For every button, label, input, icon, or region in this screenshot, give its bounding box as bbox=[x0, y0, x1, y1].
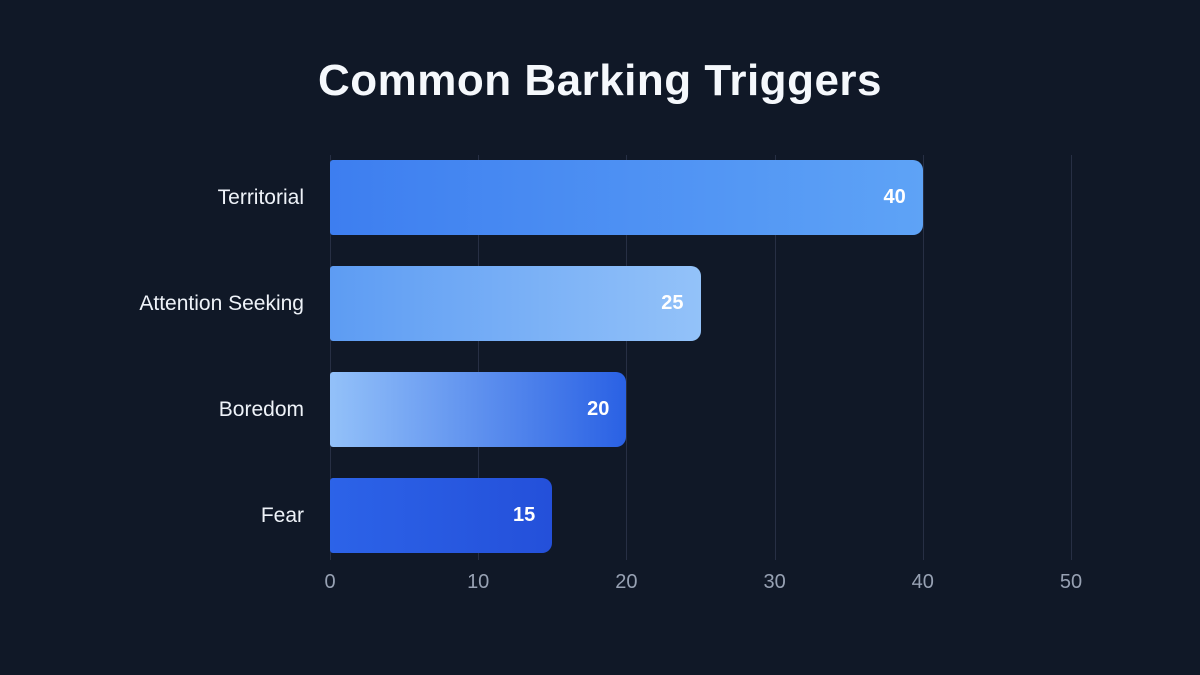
bar-row-attention-seeking: Attention Seeking 25 bbox=[0, 266, 1200, 341]
x-tick-0: 0 bbox=[324, 571, 336, 593]
gridlines bbox=[330, 155, 1072, 560]
bar-value-label: 15 bbox=[513, 504, 536, 526]
bar-chart: Territorial 40 Attention Seeking 25 Bore… bbox=[0, 155, 1200, 597]
bar-value-label: 40 bbox=[883, 186, 906, 208]
category-label: Attention Seeking bbox=[139, 292, 304, 315]
gridline-50 bbox=[1071, 155, 1072, 560]
bar-track: 20 bbox=[330, 372, 1071, 447]
x-tick-20: 20 bbox=[615, 571, 638, 593]
x-tick-10: 10 bbox=[467, 571, 490, 593]
category-label: Boredom bbox=[218, 398, 304, 421]
x-tick-40: 40 bbox=[911, 571, 934, 593]
bar-rows: Territorial 40 Attention Seeking 25 Bore… bbox=[0, 155, 1200, 553]
gridline-10 bbox=[478, 155, 480, 560]
bar-boredom: 20 bbox=[330, 372, 627, 447]
bar-territorial: 40 bbox=[330, 160, 923, 235]
bar-attention-seeking: 25 bbox=[330, 266, 701, 341]
x-tick-50: 50 bbox=[1059, 571, 1083, 593]
bar-value-label: 25 bbox=[661, 292, 684, 314]
x-axis: 0 10 20 30 40 50 bbox=[324, 567, 1082, 597]
chart-title: Common Barking Triggers bbox=[317, 56, 883, 105]
bar-row-territorial: Territorial 40 bbox=[0, 160, 1200, 235]
bar-track: 15 bbox=[330, 478, 1071, 553]
category-label: Fear bbox=[260, 504, 304, 527]
bar-track: 40 bbox=[330, 160, 1071, 235]
bar-row-fear: Fear 15 bbox=[0, 478, 1200, 553]
gridline-30 bbox=[774, 155, 776, 560]
bar-track: 25 bbox=[330, 266, 1071, 341]
bar-row-boredom: Boredom 20 bbox=[0, 372, 1200, 447]
gridline-20 bbox=[626, 155, 628, 560]
category-label: Territorial bbox=[217, 186, 304, 209]
bar-fear: 15 bbox=[330, 478, 553, 553]
gridline-0 bbox=[330, 155, 331, 560]
x-tick-30: 30 bbox=[763, 571, 786, 593]
gridline-40 bbox=[922, 155, 924, 560]
bar-value-label: 20 bbox=[587, 398, 610, 420]
